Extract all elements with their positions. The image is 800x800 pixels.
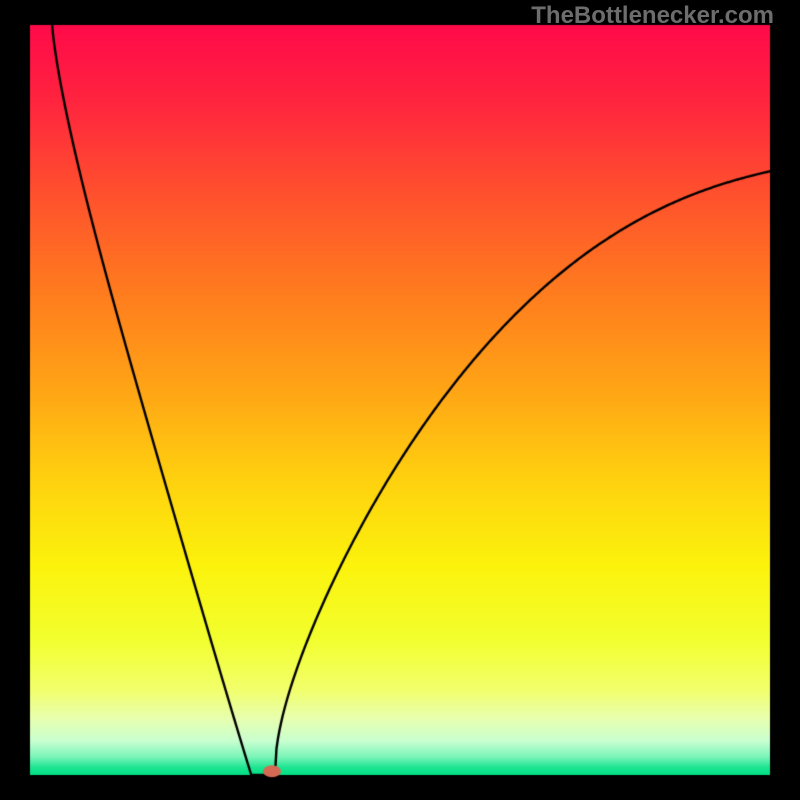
bottleneck-chart-canvas [0, 0, 800, 800]
watermark-text: TheBottlenecker.com [531, 2, 774, 30]
chart-root: TheBottlenecker.com [0, 0, 800, 800]
